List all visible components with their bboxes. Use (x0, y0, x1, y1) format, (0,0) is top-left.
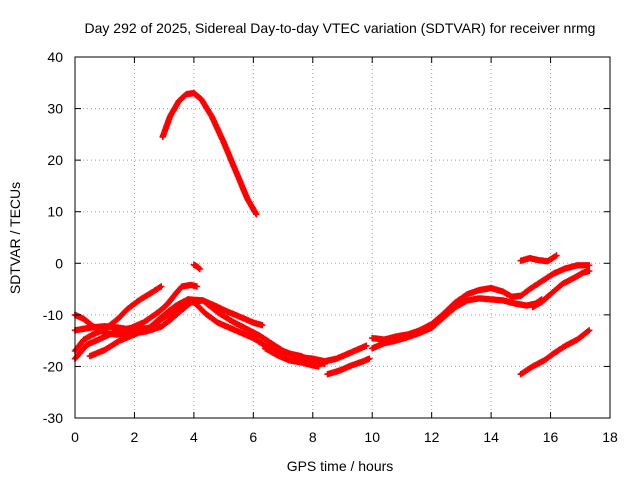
x-tick-label: 14 (483, 429, 499, 445)
series-arc-high (159, 89, 260, 218)
y-tick-label: -20 (43, 358, 63, 374)
series-markers (517, 327, 593, 378)
series-markers (262, 345, 322, 370)
x-tick-label: 4 (190, 429, 198, 445)
y-tick-label: -30 (43, 410, 63, 426)
axis-ticks: 0 2 4 6 8 10 12 14 16 18 -30 -20 -10 0 10 20 30 40 (43, 49, 618, 445)
series-arc-j (529, 267, 593, 311)
x-tick-label: 12 (424, 429, 440, 445)
data-points (71, 89, 593, 378)
x-tick-label: 10 (364, 429, 380, 445)
series-markers (190, 261, 203, 273)
x-tick-label: 18 (602, 429, 618, 445)
x-tick-label: 16 (543, 429, 559, 445)
x-tick-label: 2 (131, 429, 139, 445)
series-arc-g (324, 355, 373, 378)
series-markers (517, 252, 560, 265)
series-markers (159, 89, 260, 218)
y-tick-label: 40 (47, 49, 63, 65)
series-markers (324, 355, 373, 378)
y-tick-label: 0 (55, 255, 63, 271)
series-arc-i (369, 262, 593, 343)
x-axis-label: GPS time / hours (287, 458, 394, 474)
series-arc-l (517, 327, 593, 378)
y-tick-label: 10 (47, 204, 63, 220)
y-axis-label: SDTVAR / TECUs (7, 182, 23, 294)
y-tick-label: 30 (47, 101, 63, 117)
x-tick-label: 6 (249, 429, 257, 445)
x-tick-label: 8 (309, 429, 317, 445)
series-markers (369, 262, 593, 343)
series-arc-short (190, 261, 203, 273)
series-markers (529, 267, 593, 311)
plot-frame (74, 56, 611, 419)
chart-title: Day 292 of 2025, Sidereal Day-to-day VTE… (85, 20, 596, 36)
series-arc-f (262, 345, 322, 370)
grid-lines (75, 57, 610, 418)
series-arc-k (517, 252, 560, 265)
y-tick-label: -10 (43, 307, 63, 323)
y-tick-label: 20 (47, 152, 63, 168)
x-tick-label: 0 (71, 429, 79, 445)
